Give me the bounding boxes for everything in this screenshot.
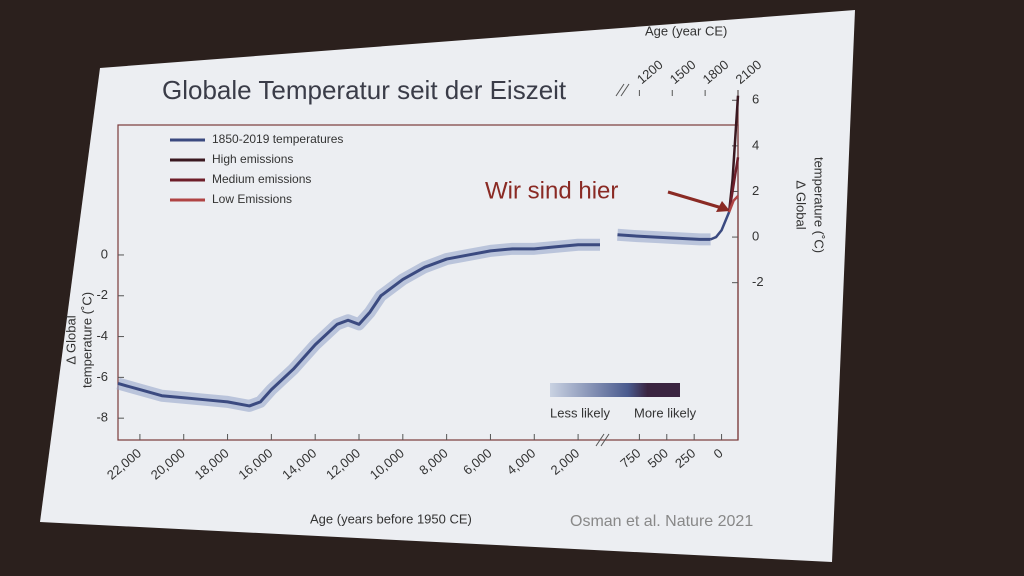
y-axis-label: Δ Global temperature (˚C): [63, 292, 94, 388]
series-line: [727, 195, 739, 213]
axis-break: [595, 433, 605, 447]
y2-tick-label: 4: [752, 137, 759, 152]
y2-tick-label: 2: [752, 183, 759, 198]
annotation-arrowhead: [716, 201, 730, 212]
legend-label: High emissions: [212, 152, 293, 166]
chart-title: Globale Temperatur seit der Eiszeit: [162, 75, 567, 105]
colorbar: [550, 383, 680, 397]
x-axis-label: Age (years before 1950 CE): [310, 511, 472, 526]
legend-label: Low Emissions: [212, 192, 292, 206]
series-line: [117, 243, 600, 408]
source: Osman et al. Nature 2021: [570, 513, 753, 530]
y-tick-label: -4: [96, 328, 108, 343]
colorbar-label: Less likely: [550, 405, 610, 420]
slide: [40, 10, 855, 562]
y2-axis-label-line: Δ Global: [794, 180, 809, 229]
y2-tick-label: 6: [752, 92, 759, 107]
y2-tick-label: 0: [752, 229, 759, 244]
y-axis-label-line: Δ Global: [63, 315, 78, 364]
series-line: [710, 211, 731, 241]
series-line: [617, 233, 711, 241]
series-line: [727, 157, 740, 213]
x2-axis-label: Age (year CE): [645, 23, 727, 38]
y-tick-label: 0: [101, 246, 108, 261]
y-tick-label: -2: [96, 287, 108, 302]
y2-axis-label-line: temperature (˚C): [812, 157, 827, 253]
legend-label: Medium emissions: [212, 172, 311, 186]
y-tick-label: -6: [96, 369, 108, 384]
annotation: Wir sind hier: [485, 177, 618, 204]
legend-label: 1850-2019 temperatures: [212, 132, 343, 146]
annotation-arrow: [667, 190, 723, 210]
y2-tick-label: -2: [752, 274, 764, 289]
axis-break: [600, 433, 610, 447]
y-axis-label-line: temperature (˚C): [79, 292, 94, 388]
y2-axis-label: Δ Global temperature (˚C): [794, 157, 827, 253]
y-tick-label: -8: [96, 410, 108, 425]
axis-break: [620, 83, 630, 97]
colorbar-label: More likely: [634, 405, 697, 420]
axis-break: [615, 83, 625, 97]
